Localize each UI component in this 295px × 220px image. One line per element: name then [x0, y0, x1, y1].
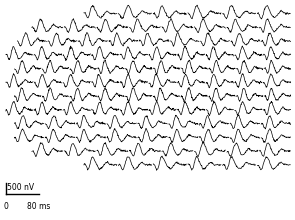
Text: 80 ms: 80 ms: [27, 202, 50, 211]
Text: 0: 0: [4, 202, 8, 211]
Text: 500 nV: 500 nV: [7, 183, 35, 192]
